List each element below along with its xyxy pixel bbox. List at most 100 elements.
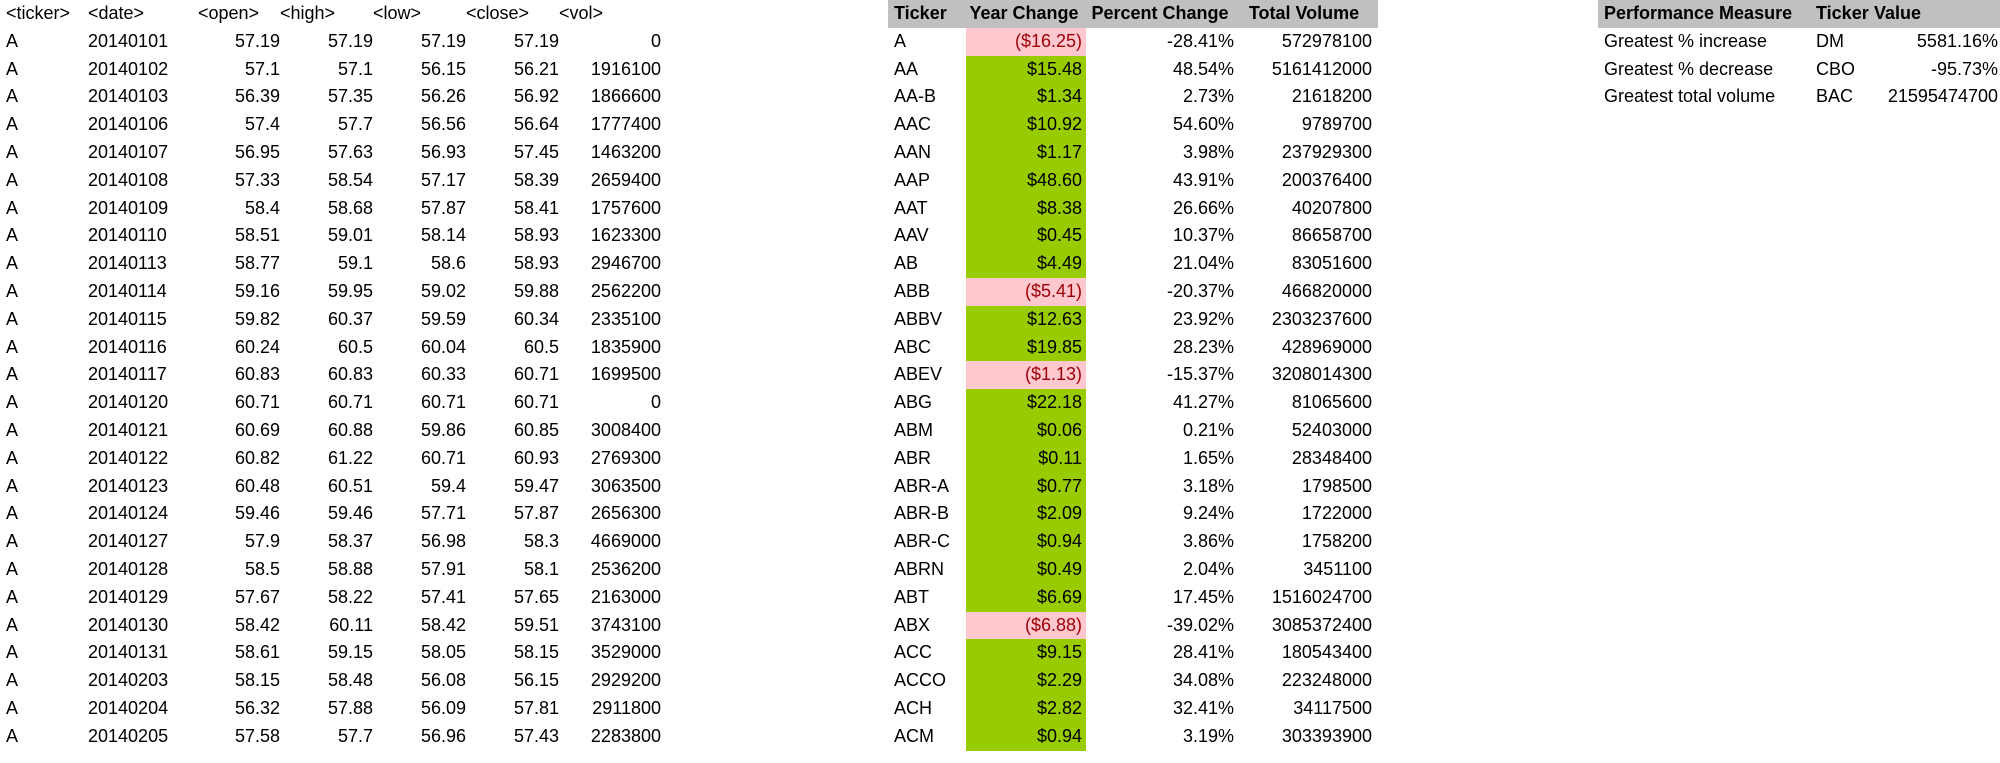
cell-year-change[interactable]: $0.94 (966, 722, 1086, 751)
cell-year-change[interactable]: $10.92 (966, 111, 1086, 139)
cell-low[interactable]: 56.96 (420, 725, 466, 746)
cell-close[interactable]: 58.93 (513, 253, 559, 274)
cell-open[interactable]: 57.33 (234, 169, 280, 190)
cell-percent-change[interactable]: 48.54% (1172, 58, 1234, 79)
cell-close[interactable]: 58.1 (523, 558, 559, 579)
cell-year-change[interactable]: ($1.13) (966, 361, 1086, 390)
cell-ticker[interactable]: A (6, 697, 19, 718)
cell-percent-change[interactable]: 0.21% (1182, 419, 1234, 440)
cell-close[interactable]: 57.19 (513, 30, 559, 51)
cell-close[interactable]: 58.15 (513, 642, 559, 663)
cell-open[interactable]: 58.15 (234, 670, 280, 691)
cell-low[interactable]: 56.26 (420, 86, 466, 107)
cell-ticker[interactable]: AAP (894, 169, 931, 190)
cell-ticker[interactable]: ABM (894, 419, 934, 440)
cell-ticker[interactable]: A (6, 308, 19, 329)
cell-ticker[interactable]: AAT (894, 197, 928, 218)
cell-ticker[interactable]: A (6, 86, 19, 107)
cell-close[interactable]: 57.65 (513, 586, 559, 607)
cell-percent-change[interactable]: 17.45% (1172, 586, 1234, 607)
cell-high[interactable]: 60.83 (327, 364, 373, 385)
cell-open[interactable]: 56.95 (234, 141, 280, 162)
cell-percent-change[interactable]: 10.37% (1172, 225, 1234, 246)
cell-vol[interactable]: 3743100 (590, 614, 661, 635)
header-cell[interactable]: <close> (466, 3, 530, 23)
cell-low[interactable]: 56.98 (420, 531, 466, 552)
cell-ticker[interactable]: ACC (894, 642, 933, 663)
cell-year-change[interactable]: $6.69 (966, 583, 1086, 612)
cell-year-change[interactable]: ($16.25) (966, 27, 1086, 56)
cell-ticker[interactable]: A (6, 531, 19, 552)
cell-vol[interactable]: 2659400 (590, 169, 661, 190)
cell-ticker[interactable]: A (6, 225, 19, 246)
cell-high[interactable]: 57.63 (327, 141, 373, 162)
cell-ticker[interactable]: A (6, 503, 19, 524)
cell-low[interactable]: 56.15 (420, 58, 466, 79)
cell-date[interactable]: 20140107 (88, 141, 169, 162)
cell-percent-change[interactable]: -39.02% (1166, 614, 1234, 635)
header-cell-ticker[interactable]: Ticker (1810, 0, 1874, 28)
cell-ticker[interactable]: A (894, 30, 907, 51)
cell-close[interactable]: 56.21 (513, 58, 559, 79)
cell-date[interactable]: 20140205 (88, 725, 169, 746)
cell-date[interactable]: 20140128 (88, 558, 169, 579)
cell-year-change[interactable]: $22.18 (966, 389, 1086, 417)
cell-high[interactable]: 58.37 (327, 531, 373, 552)
cell-total-volume[interactable]: 3451100 (1303, 558, 1372, 579)
cell-high[interactable]: 57.1 (337, 58, 373, 79)
cell-value[interactable]: 5581.16% (1916, 30, 1998, 51)
cell-year-change[interactable]: $2.82 (966, 694, 1086, 723)
cell-close[interactable]: 57.81 (513, 697, 559, 718)
cell-total-volume[interactable]: 21618200 (1291, 86, 1372, 107)
cell-high[interactable]: 57.35 (327, 86, 373, 107)
cell-year-change[interactable]: $0.77 (966, 472, 1086, 501)
cell-open[interactable]: 60.24 (234, 336, 280, 357)
cell-low[interactable]: 59.59 (420, 308, 466, 329)
cell-high[interactable]: 59.1 (337, 253, 373, 274)
cell-high[interactable]: 60.51 (327, 475, 373, 496)
cell-ticker[interactable]: A (6, 447, 19, 468)
cell-percent-change[interactable]: 54.60% (1172, 114, 1234, 135)
cell-ticker[interactable]: A (6, 670, 19, 691)
cell-ticker[interactable]: AA-B (894, 86, 937, 107)
cell-low[interactable]: 59.86 (420, 419, 466, 440)
cell-total-volume[interactable]: 428969000 (1281, 336, 1372, 357)
cell-ticker[interactable]: ACM (894, 725, 934, 746)
cell-ticker[interactable]: ABG (894, 392, 933, 413)
cell-total-volume[interactable]: 466820000 (1281, 280, 1372, 301)
cell-low[interactable]: 57.17 (420, 169, 466, 190)
cell-ticker[interactable]: A (6, 558, 19, 579)
cell-year-change[interactable]: ($6.88) (966, 611, 1086, 640)
cell-ticker[interactable]: A (6, 30, 19, 51)
cell-percent-change[interactable]: 3.98% (1182, 141, 1234, 162)
cell-year-change[interactable]: $0.45 (966, 222, 1086, 251)
cell-ticker[interactable]: A (6, 419, 19, 440)
cell-total-volume[interactable]: 303393900 (1281, 725, 1372, 746)
cell-percent-change[interactable]: 23.92% (1172, 308, 1234, 329)
header-cell-value[interactable]: Value (1874, 0, 2000, 28)
cell-ticker[interactable]: AAV (894, 225, 929, 246)
cell-high[interactable]: 57.7 (337, 725, 373, 746)
cell-ticker[interactable]: ABC (894, 336, 932, 357)
cell-high[interactable]: 60.5 (337, 336, 373, 357)
cell-close[interactable]: 56.92 (513, 86, 559, 107)
cell-ticker[interactable]: ABB (894, 280, 931, 301)
cell-high[interactable]: 58.48 (327, 670, 373, 691)
cell-year-change[interactable]: $48.60 (966, 166, 1086, 195)
cell-ticker[interactable]: ABEV (894, 364, 943, 385)
cell-ticker[interactable]: AA (894, 58, 919, 79)
cell-ticker[interactable]: A (6, 169, 19, 190)
cell-open[interactable]: 59.46 (234, 503, 280, 524)
cell-ticker[interactable]: ABX (894, 614, 931, 635)
cell-close[interactable]: 60.5 (523, 336, 559, 357)
cell-date[interactable]: 20140131 (88, 642, 169, 663)
cell-date[interactable]: 20140109 (88, 197, 169, 218)
cell-high[interactable]: 58.22 (327, 586, 373, 607)
cell-close[interactable]: 59.88 (513, 280, 559, 301)
cell-value[interactable]: 21595474700 (1887, 86, 1998, 107)
cell-percent-change[interactable]: 34.08% (1172, 670, 1234, 691)
cell-date[interactable]: 20140122 (88, 447, 169, 468)
cell-vol[interactable]: 4669000 (590, 531, 661, 552)
cell-percent-change[interactable]: -15.37% (1166, 364, 1234, 385)
cell-measure[interactable]: Greatest % decrease (1604, 58, 1774, 79)
